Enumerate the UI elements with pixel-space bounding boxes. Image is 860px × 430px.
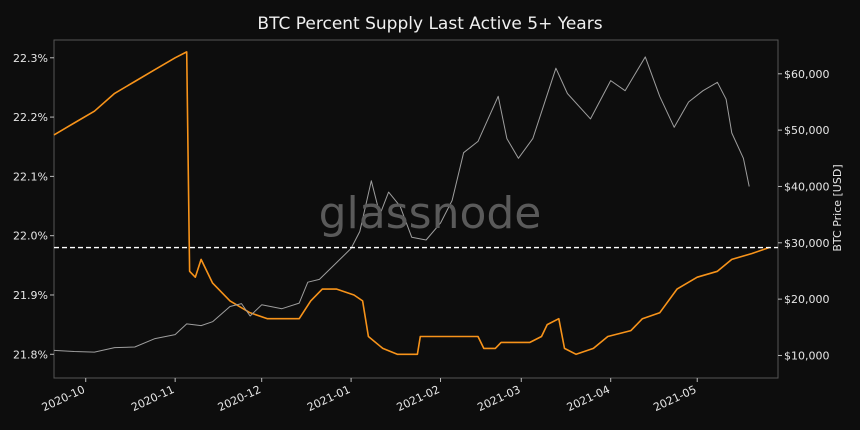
right-tick-label: $50,000	[784, 124, 830, 137]
right-tick-label: $60,000	[784, 68, 830, 81]
left-tick-label: 22.0%	[13, 230, 48, 243]
right-axis-title: BTC Price [USD]	[831, 164, 844, 251]
right-tick-label: $30,000	[784, 237, 830, 250]
plot-frame	[53, 39, 779, 379]
btc-price-line	[53, 56, 750, 353]
left-tick-label: 22.2%	[13, 111, 48, 124]
left-tick-label: 22.3%	[13, 52, 48, 65]
left-tick-label: 21.9%	[13, 289, 48, 302]
right-tick-label: $40,000	[784, 180, 830, 193]
supply-percent-line	[53, 51, 770, 356]
right-tick-label: $20,000	[784, 293, 830, 306]
left-tick-label: 21.8%	[13, 348, 48, 361]
right-tick-label: $10,000	[784, 349, 830, 362]
watermark: glassnode	[319, 188, 542, 239]
chart-title: BTC Percent Supply Last Active 5+ Years	[257, 14, 602, 34]
left-tick-label: 22.1%	[13, 170, 48, 183]
